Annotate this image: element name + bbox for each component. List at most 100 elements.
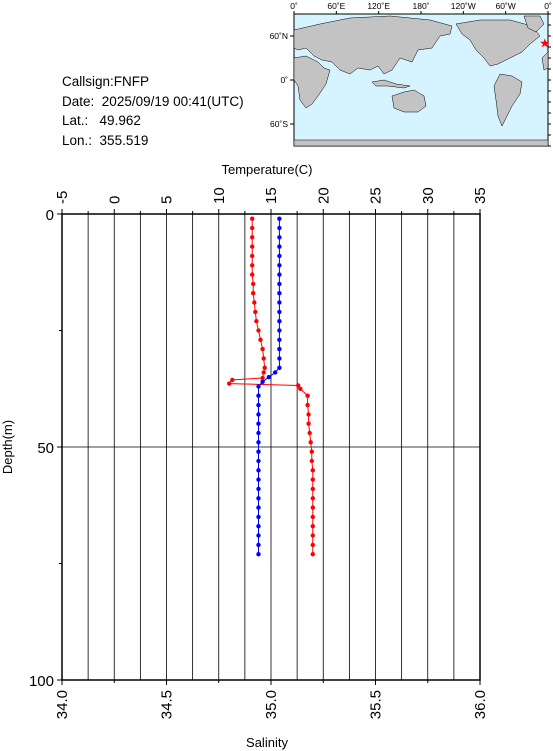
lat-label: Lat.: bbox=[62, 113, 89, 128]
temperature-tick-label: 20 bbox=[315, 187, 332, 204]
salinity-point bbox=[256, 430, 261, 436]
salinity-point bbox=[277, 291, 282, 296]
map-latitude-ticks: 60˚N 0˚ 60˚S bbox=[270, 13, 551, 147]
temperature-point bbox=[305, 402, 310, 408]
temperature-point bbox=[307, 430, 312, 436]
depth-axis-label: Depth(m) bbox=[0, 420, 15, 474]
callsign-label: Callsign: bbox=[62, 74, 114, 89]
temperature-tick-label: 10 bbox=[211, 187, 228, 204]
temperature-point bbox=[309, 449, 314, 454]
temperature-series bbox=[227, 216, 315, 557]
salinity-tick-label: 36.0 bbox=[472, 690, 489, 719]
eurasia-land bbox=[293, 15, 453, 75]
lat-value: 49.962 bbox=[99, 113, 141, 128]
salinity-point bbox=[277, 244, 282, 249]
map-lon-tick-label: 60˚W bbox=[496, 1, 516, 11]
salinity-point bbox=[277, 300, 282, 305]
temperature-point bbox=[308, 440, 313, 445]
map-lon-tick-label: 60˚E bbox=[327, 1, 345, 11]
salinity-point bbox=[256, 402, 261, 408]
salinity-point bbox=[256, 449, 261, 454]
lat-row: Lat.: 49.962 bbox=[62, 111, 244, 131]
temperature-tick-label: -5 bbox=[54, 191, 71, 204]
salinity-tick-label: 34.0 bbox=[54, 690, 71, 719]
salinity-point bbox=[256, 412, 261, 417]
temperature-point bbox=[260, 375, 265, 381]
depth-tick-label: 100 bbox=[29, 673, 54, 690]
salinity-point bbox=[277, 225, 282, 231]
europe-edge-land bbox=[541, 51, 549, 71]
temperature-tick-label: 15 bbox=[263, 187, 280, 204]
salinity-point bbox=[277, 272, 282, 277]
temperature-point bbox=[258, 337, 263, 342]
temperature-point bbox=[310, 468, 315, 473]
profile-series bbox=[227, 216, 315, 557]
salinity-point bbox=[277, 365, 282, 370]
station-info: Callsign:FNFP Date: 2025/09/19 00:41(UTC… bbox=[62, 72, 244, 150]
salinity-point bbox=[260, 379, 265, 384]
date-value: 2025/09/19 00:41(UTC) bbox=[101, 93, 244, 109]
temperature-point bbox=[310, 505, 315, 510]
salinity-point bbox=[277, 235, 282, 240]
indonesia-land bbox=[371, 79, 411, 89]
map-lon-tick-label: 0˚ bbox=[544, 1, 552, 11]
map-lon-tick-label: 180˚ bbox=[412, 1, 429, 11]
temperature-point bbox=[310, 514, 315, 520]
map-lat-tick-label: 60˚S bbox=[270, 119, 288, 129]
salinity-point bbox=[256, 514, 261, 520]
temperature-point bbox=[250, 235, 255, 240]
temperature-point bbox=[298, 386, 303, 391]
map-land bbox=[293, 15, 549, 147]
temperature-point bbox=[250, 272, 255, 277]
temperature-point bbox=[305, 393, 310, 398]
salinity-point bbox=[277, 253, 282, 259]
salinity-point bbox=[256, 496, 261, 501]
map-lon-tick-label: 120˚E bbox=[367, 1, 390, 11]
salinity-series bbox=[256, 216, 282, 557]
temperature-point bbox=[310, 533, 315, 538]
map-longitude-ticks: 0˚ 60˚E 120˚E 180˚ 120˚W 60˚W 0˚ bbox=[290, 1, 552, 14]
salinity-point bbox=[266, 374, 272, 380]
salinity-tick-label: 35.0 bbox=[263, 690, 280, 719]
salinity-axis-label: Salinity bbox=[246, 735, 288, 750]
temperature-point bbox=[260, 346, 265, 352]
temperature-point bbox=[227, 381, 232, 386]
temperature-point bbox=[309, 458, 314, 464]
temperature-point bbox=[262, 365, 267, 370]
temperature-point bbox=[306, 412, 311, 417]
salinity-point bbox=[277, 281, 282, 287]
salinity-point bbox=[256, 421, 261, 426]
temperature-point bbox=[261, 356, 266, 361]
temperature-tick-label: 0 bbox=[106, 196, 123, 204]
salinity-point bbox=[273, 370, 278, 375]
temperature-point bbox=[310, 552, 315, 557]
salinity-point bbox=[256, 384, 261, 389]
temperature-point bbox=[254, 319, 259, 324]
station-marker bbox=[540, 38, 550, 48]
map-lat-tick-label: 60˚N bbox=[270, 31, 288, 41]
temperature-point bbox=[310, 496, 315, 501]
temperature-point bbox=[310, 542, 315, 548]
temperature-tick-label: 5 bbox=[159, 196, 176, 204]
temperature-point bbox=[306, 421, 311, 426]
salinity-point bbox=[256, 393, 261, 398]
temperature-point bbox=[250, 263, 255, 268]
temperature-point bbox=[250, 216, 255, 221]
depth-tick-label: 0 bbox=[46, 207, 54, 224]
temperature-tick-label: 35 bbox=[472, 187, 489, 204]
callsign-row: Callsign:FNFP bbox=[62, 72, 244, 92]
callsign-value: FNFP bbox=[113, 74, 150, 89]
australia-land bbox=[391, 89, 427, 113]
salinity-point bbox=[277, 328, 282, 333]
salinity-point bbox=[277, 216, 282, 221]
temperature-point bbox=[230, 377, 235, 383]
temperature-point bbox=[250, 253, 255, 259]
greenland-land bbox=[523, 15, 545, 33]
temperature-point bbox=[252, 300, 257, 305]
date-label: Date: bbox=[62, 93, 95, 109]
map-lat-tick-label: 0˚ bbox=[280, 75, 288, 85]
salinity-tick-label: 35.5 bbox=[368, 690, 385, 719]
temperature-point bbox=[251, 291, 256, 296]
salinity-point bbox=[277, 337, 282, 342]
